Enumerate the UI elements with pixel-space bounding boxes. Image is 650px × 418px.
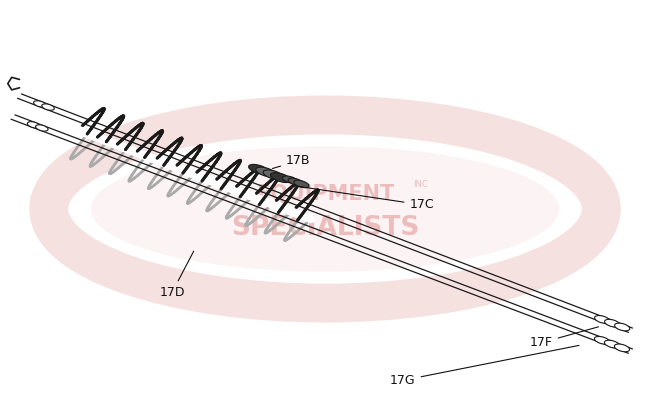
- Text: 17G: 17G: [390, 345, 579, 387]
- Text: 17F: 17F: [530, 327, 599, 349]
- Ellipse shape: [283, 176, 298, 184]
- Ellipse shape: [604, 340, 619, 348]
- Text: 17C: 17C: [298, 186, 434, 212]
- Ellipse shape: [288, 178, 304, 186]
- Text: EQUIPMENT: EQUIPMENT: [256, 184, 394, 204]
- Ellipse shape: [270, 173, 291, 183]
- Ellipse shape: [27, 122, 40, 128]
- Ellipse shape: [256, 167, 276, 177]
- Ellipse shape: [614, 344, 630, 352]
- Ellipse shape: [263, 170, 283, 180]
- Text: SPECIALISTS: SPECIALISTS: [231, 215, 419, 241]
- Ellipse shape: [248, 164, 269, 174]
- Ellipse shape: [34, 101, 46, 107]
- Ellipse shape: [91, 146, 559, 272]
- Ellipse shape: [615, 323, 630, 331]
- Ellipse shape: [604, 319, 619, 327]
- Ellipse shape: [36, 125, 48, 131]
- Ellipse shape: [42, 104, 55, 110]
- Text: 17B: 17B: [272, 154, 311, 168]
- Text: 17D: 17D: [159, 251, 194, 299]
- Text: INC: INC: [413, 180, 428, 189]
- Ellipse shape: [595, 316, 610, 323]
- Ellipse shape: [294, 180, 309, 188]
- Ellipse shape: [594, 336, 610, 344]
